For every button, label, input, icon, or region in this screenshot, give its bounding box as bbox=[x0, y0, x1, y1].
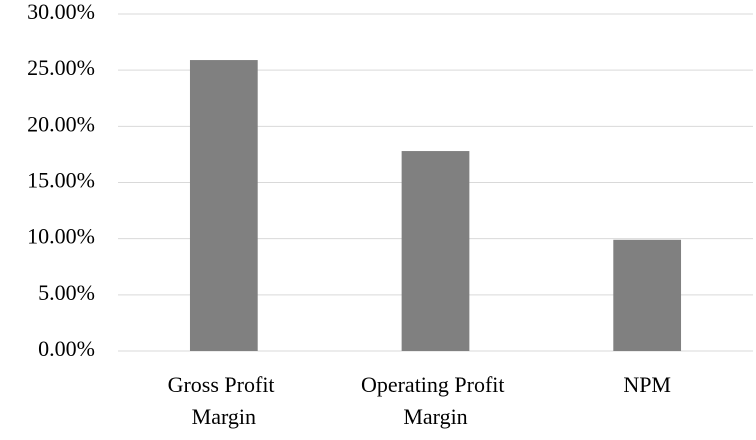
y-tick-label: 15.00% bbox=[27, 168, 95, 193]
x-tick-label: NPM bbox=[623, 372, 671, 397]
x-tick-label: Operating Profit Margin bbox=[361, 372, 510, 429]
bar bbox=[613, 239, 682, 351]
x-tick-label: Gross Profit Margin bbox=[168, 372, 280, 429]
y-tick-label: 5.00% bbox=[38, 280, 95, 305]
y-tick-label: 20.00% bbox=[27, 111, 95, 136]
bar bbox=[401, 151, 470, 351]
y-tick-label: 30.00% bbox=[27, 0, 95, 24]
y-tick-label: 25.00% bbox=[27, 55, 95, 80]
y-tick-label: 10.00% bbox=[27, 224, 95, 249]
y-tick-label: 0.00% bbox=[38, 336, 95, 361]
bar bbox=[189, 60, 258, 351]
